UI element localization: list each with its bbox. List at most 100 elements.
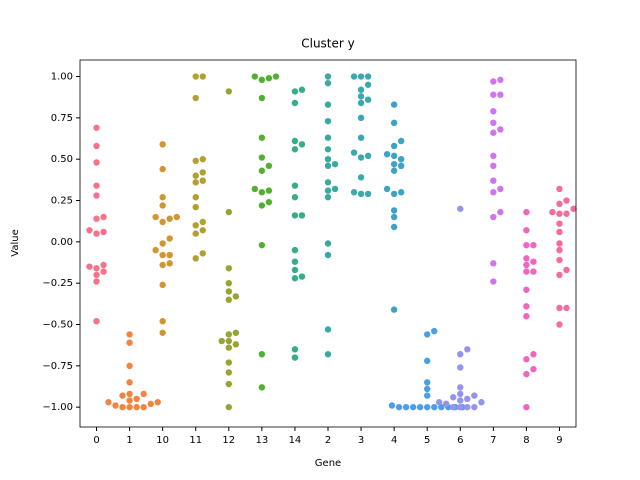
point <box>298 141 306 148</box>
point <box>93 265 100 272</box>
point <box>159 218 166 226</box>
point <box>357 134 365 141</box>
x-tick-label: 14 <box>289 435 302 446</box>
point <box>291 354 299 361</box>
point <box>324 155 332 163</box>
point <box>192 194 199 201</box>
point <box>395 403 403 411</box>
y-tick-label: −1.00 <box>42 402 73 413</box>
point <box>225 296 232 303</box>
point <box>490 189 497 196</box>
point <box>397 189 405 196</box>
point <box>126 397 133 404</box>
point <box>126 403 133 411</box>
point <box>258 351 266 358</box>
point <box>93 278 100 285</box>
y-axis-label: Value <box>10 229 21 256</box>
point <box>357 190 365 198</box>
point <box>93 124 100 131</box>
point <box>291 182 299 189</box>
y-tick-label: 0.00 <box>51 237 73 248</box>
point <box>357 154 365 161</box>
point <box>291 266 299 274</box>
x-tick-label: 3 <box>358 435 364 446</box>
point <box>324 117 332 125</box>
y-tick-label: 0.50 <box>51 154 73 165</box>
point <box>258 189 266 196</box>
point <box>152 246 159 254</box>
point <box>457 205 464 212</box>
point <box>350 149 358 156</box>
point <box>225 279 232 287</box>
point <box>457 390 464 398</box>
x-tick-label: 0 <box>93 435 99 446</box>
point <box>457 397 464 404</box>
point <box>570 205 577 212</box>
point <box>530 351 537 358</box>
point <box>324 101 332 108</box>
point <box>159 317 166 325</box>
point <box>390 223 398 231</box>
point <box>471 392 478 399</box>
point <box>265 198 273 206</box>
point <box>159 251 166 259</box>
point <box>225 288 232 295</box>
y-tick-label: −0.25 <box>42 278 73 289</box>
x-tick-label: 2 <box>325 435 331 446</box>
point <box>490 78 497 85</box>
point <box>291 275 299 282</box>
point <box>357 174 365 181</box>
point <box>490 91 497 98</box>
point <box>192 230 199 237</box>
point <box>331 185 339 193</box>
point <box>490 108 497 115</box>
point <box>298 212 306 219</box>
point <box>199 218 206 226</box>
point <box>159 202 166 209</box>
x-axis-label: Gene <box>315 458 341 469</box>
point <box>291 137 299 145</box>
point <box>523 261 530 269</box>
point <box>563 197 570 204</box>
x-tick-label: 7 <box>490 435 496 446</box>
point <box>497 126 504 133</box>
point <box>324 79 332 87</box>
point <box>192 255 199 262</box>
point <box>258 134 266 141</box>
x-tick-label: 4 <box>391 435 397 446</box>
point <box>105 399 112 406</box>
point <box>556 210 563 217</box>
x-tick-label: 5 <box>424 435 430 446</box>
point <box>100 261 107 269</box>
point <box>490 129 497 136</box>
point <box>324 73 332 80</box>
point <box>523 356 530 363</box>
point <box>490 162 497 170</box>
point <box>556 256 563 264</box>
point <box>324 326 332 333</box>
x-tick-label: 11 <box>189 435 202 446</box>
point <box>424 392 431 399</box>
point <box>357 86 365 93</box>
point <box>530 258 537 265</box>
x-tick-label: 8 <box>523 435 529 446</box>
point <box>291 146 299 153</box>
point <box>450 403 457 411</box>
point <box>490 278 497 285</box>
point <box>126 339 133 346</box>
point <box>390 119 398 127</box>
point <box>523 370 530 378</box>
point <box>497 76 504 84</box>
point <box>523 208 530 216</box>
point <box>225 265 232 272</box>
point <box>424 385 431 393</box>
point <box>431 403 438 411</box>
point <box>225 208 232 216</box>
y-tick-label: −0.50 <box>42 320 73 331</box>
point <box>291 212 299 219</box>
point <box>390 142 398 150</box>
point <box>100 213 107 221</box>
point <box>133 403 140 411</box>
point <box>112 402 119 409</box>
